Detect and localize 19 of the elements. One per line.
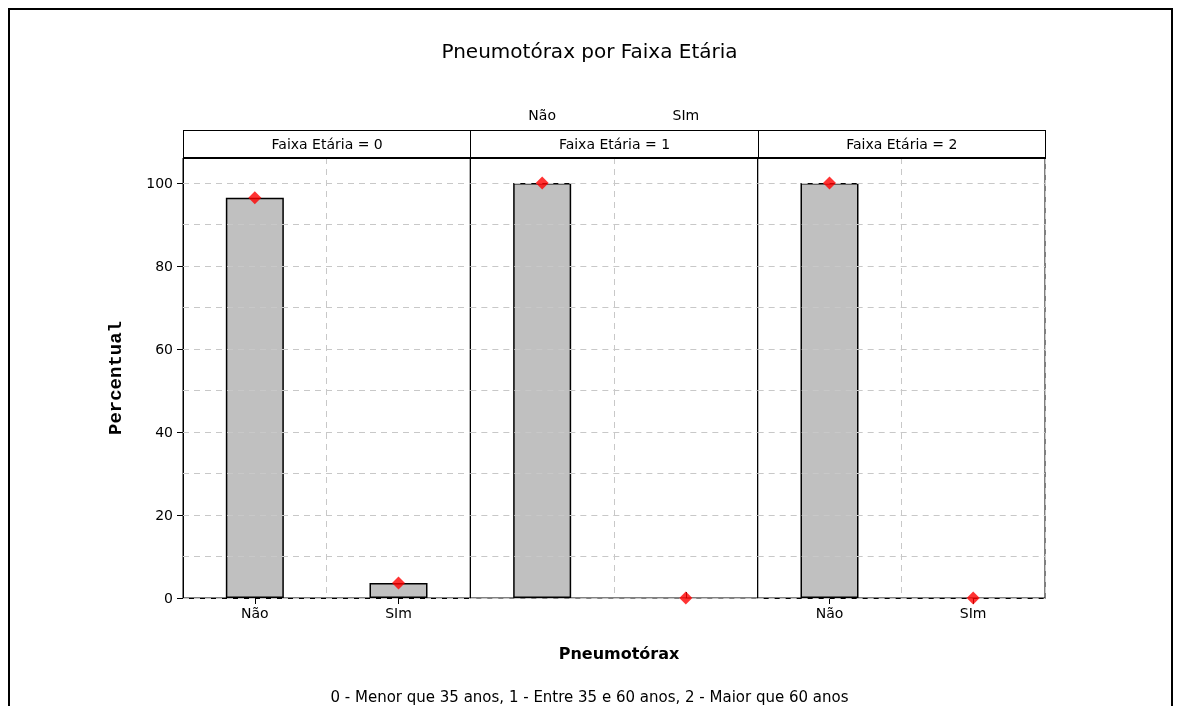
chart-subtitle: Faixa Etária = 2 — [757, 130, 1046, 159]
y-tick-label: 80 — [155, 257, 173, 274]
y-tick-label: 0 — [164, 590, 173, 606]
chart-subtitle: Faixa Etária = 1 — [470, 130, 759, 159]
y-tick-label: 20 — [155, 506, 173, 523]
x-tick-label: Não — [528, 107, 556, 123]
x-tick-label: SIm — [385, 605, 412, 621]
y-tick-label: 60 — [155, 340, 173, 357]
x-tick-label: SIm — [959, 605, 987, 621]
x-tick-label: Não — [241, 605, 269, 621]
x-axis-title: Pneumotórax — [558, 643, 681, 663]
x-tick-label: SIm — [672, 107, 700, 123]
y-axis-title: Percentual — [104, 320, 127, 436]
text: 0 - Menor que 35 anos, 1 - Entre 35 e 60 anos, 2 - Maior que 60 anos — [330, 687, 849, 706]
chart-title: Pneumotórax por Faixa Etária — [441, 39, 738, 63]
x-tick-label: Não — [815, 605, 844, 621]
y-tick-label: 100 — [146, 174, 173, 191]
y-tick-label: 40 — [155, 423, 173, 440]
chart-subtitle: Faixa Etária = 0 — [183, 130, 472, 159]
